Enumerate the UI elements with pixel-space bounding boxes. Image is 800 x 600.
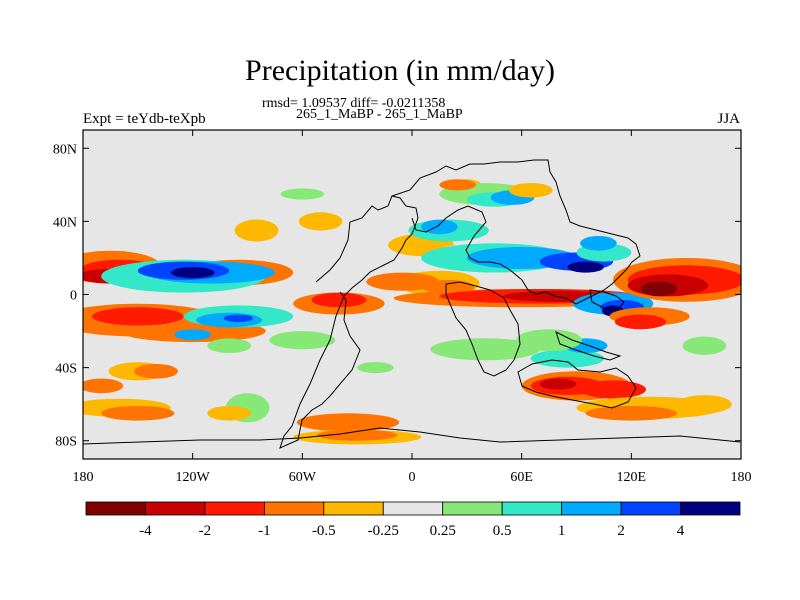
precip-contour-region	[580, 380, 646, 399]
precip-contour-region	[430, 338, 540, 361]
colorbar-label: -0.25	[368, 523, 399, 539]
colorbar-label: -1	[258, 523, 271, 539]
colorbar-label: 4	[677, 523, 685, 539]
precip-contour-region	[530, 349, 605, 368]
precip-contour-region	[298, 212, 343, 231]
colorbar-label: 1	[558, 523, 566, 539]
coastline-segment	[445, 281, 521, 377]
precip-contour-region	[101, 406, 175, 421]
colorbar-label: 2	[617, 523, 625, 539]
precip-contour-region	[311, 292, 367, 308]
precip-contour-region	[614, 314, 667, 330]
precip-contour-region	[207, 406, 252, 421]
x-tick-label: 60E	[510, 470, 533, 485]
colorbar-swatch	[680, 501, 741, 516]
colorbar: -4 -2 -1 -0.5 -0.25 0.25 0.5 1 2 4	[85, 501, 741, 539]
x-tick-label: 60W	[289, 470, 317, 485]
precip-contour-region	[317, 429, 398, 441]
colorbar-swatch	[501, 501, 563, 516]
colorbar-swatch	[85, 501, 146, 516]
precip-contour-region	[174, 329, 211, 341]
colorbar-label: 0.5	[493, 523, 512, 539]
y-tick-label: 80N	[53, 142, 77, 157]
y-tick-label: 80S	[55, 435, 77, 450]
precip-contour-region	[83, 378, 124, 394]
precip-contour-region	[421, 219, 458, 235]
precip-contour-region	[508, 183, 553, 198]
precip-contour-region	[296, 413, 400, 432]
precip-contour-region	[439, 179, 477, 191]
precip-contour-region	[170, 267, 215, 279]
x-tick-label: 180	[73, 470, 94, 485]
axis-ticks: 180 120W 60W 0 60E 120E 180 80N 40N 0 40S 80S	[53, 130, 752, 485]
precip-contour-region	[682, 336, 727, 355]
coastline-segment	[555, 331, 622, 361]
precip-contour-region	[207, 338, 252, 354]
stats-line: rmsd= 1.09537 diff= -0.0211358	[262, 96, 446, 111]
experiment-label: Expt = teYdb-teXpb	[83, 111, 206, 127]
colorbar-label: -2	[199, 523, 212, 539]
precip-contour-region	[280, 188, 325, 200]
precip-contour-region	[567, 261, 604, 273]
season-label: JJA	[717, 111, 740, 127]
precip-contour-region	[366, 272, 440, 291]
colorbar-swatch	[323, 501, 384, 516]
case-line: 265_1_MaBP - 265_1_MaBP	[296, 107, 463, 122]
colorbar-swatch	[442, 501, 503, 516]
precip-contour-region	[580, 236, 617, 251]
precip-contour-region	[585, 406, 677, 421]
coastline-segment	[279, 195, 419, 449]
precipitation-field	[83, 179, 741, 445]
precip-contour-region	[92, 307, 184, 326]
coastline-segment	[517, 359, 637, 409]
precip-contour-region	[357, 362, 394, 374]
precip-contour-region	[269, 331, 336, 350]
y-tick-label: 40S	[55, 362, 77, 377]
precip-contour-region	[539, 378, 577, 390]
colorbar-swatch	[382, 501, 444, 516]
colorbar-label: -4	[139, 523, 152, 539]
y-tick-label: 0	[70, 289, 77, 304]
x-tick-label: 0	[409, 470, 416, 485]
colorbar-swatch	[263, 501, 325, 516]
colorbar-label: 0.25	[430, 523, 456, 539]
colorbar-swatch	[620, 501, 681, 516]
x-tick-label: 120W	[176, 470, 211, 485]
precip-contour-region	[677, 395, 732, 414]
coastline-segment	[83, 427, 741, 445]
colorbar-swatch	[561, 501, 622, 516]
chart-title: Precipitation (in mm/day)	[245, 54, 555, 87]
x-tick-label: 120E	[617, 470, 647, 485]
colorbar-label: -0.5	[312, 523, 336, 539]
y-tick-label: 40N	[53, 215, 77, 230]
precip-contour-region	[640, 281, 678, 297]
precip-contour-region	[134, 364, 179, 379]
colorbar-swatch	[204, 501, 265, 516]
coastline	[83, 159, 741, 449]
precip-contour-region	[223, 314, 253, 322]
coastline-segment	[391, 159, 641, 305]
colorbar-swatch	[145, 501, 206, 516]
x-tick-label: 180	[731, 470, 752, 485]
precip-contour-region	[234, 219, 279, 242]
coastline-segment	[589, 289, 625, 311]
